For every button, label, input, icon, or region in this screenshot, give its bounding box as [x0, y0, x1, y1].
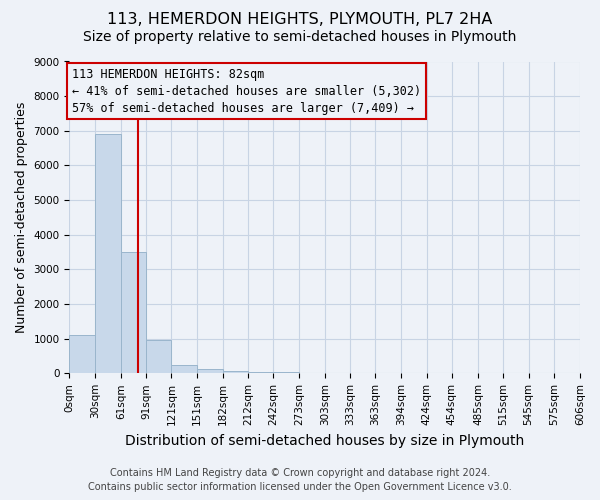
Y-axis label: Number of semi-detached properties: Number of semi-detached properties [15, 102, 28, 333]
Bar [274, 372, 299, 374]
Bar [197, 369, 223, 374]
Bar [223, 371, 248, 374]
X-axis label: Distribution of semi-detached houses by size in Plymouth: Distribution of semi-detached houses by … [125, 434, 524, 448]
Text: 113, HEMERDON HEIGHTS, PLYMOUTH, PL7 2HA: 113, HEMERDON HEIGHTS, PLYMOUTH, PL7 2HA [107, 12, 493, 28]
Bar [121, 252, 146, 374]
Text: Contains HM Land Registry data © Crown copyright and database right 2024.
Contai: Contains HM Land Registry data © Crown c… [88, 468, 512, 492]
Bar [248, 372, 274, 374]
Bar [172, 364, 197, 374]
Text: 113 HEMERDON HEIGHTS: 82sqm
← 41% of semi-detached houses are smaller (5,302)
57: 113 HEMERDON HEIGHTS: 82sqm ← 41% of sem… [72, 68, 421, 114]
Text: Size of property relative to semi-detached houses in Plymouth: Size of property relative to semi-detach… [83, 30, 517, 44]
Bar [95, 134, 121, 374]
Bar [146, 340, 172, 374]
Bar [70, 335, 95, 374]
